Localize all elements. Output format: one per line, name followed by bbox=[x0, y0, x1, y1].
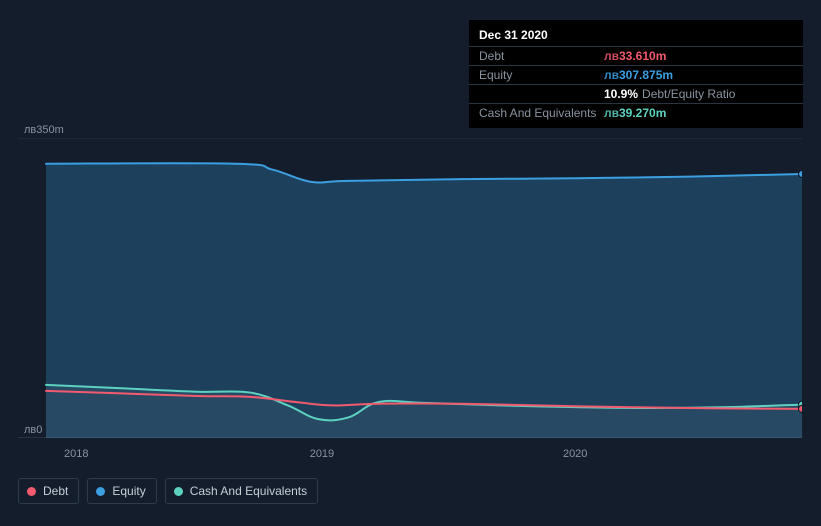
legend-item-equity[interactable]: Equity bbox=[87, 478, 156, 504]
tooltip-value-equity: лв307.875m bbox=[604, 68, 673, 82]
tooltip-label bbox=[479, 87, 604, 101]
legend: Debt Equity Cash And Equivalents bbox=[18, 478, 318, 504]
chart-svg bbox=[18, 138, 802, 438]
y-axis-label-max: лв350m bbox=[24, 124, 64, 136]
legend-dot-icon bbox=[174, 487, 183, 496]
x-axis-labels: 2018 2019 2020 bbox=[18, 448, 802, 464]
tooltip-row-ratio: 10.9%Debt/Equity Ratio bbox=[469, 85, 803, 104]
tooltip-value-ratio: 10.9%Debt/Equity Ratio bbox=[604, 87, 735, 101]
chart-area[interactable] bbox=[18, 138, 802, 438]
x-axis-label: 2018 bbox=[64, 448, 88, 460]
legend-item-cash-and-equivalents[interactable]: Cash And Equivalents bbox=[165, 478, 318, 504]
tooltip-value-cash: лв39.270m bbox=[604, 106, 666, 120]
tooltip-label: Cash And Equivalents bbox=[479, 106, 604, 120]
x-axis-label: 2020 bbox=[563, 448, 587, 460]
chart-tooltip: Dec 31 2020 Debt лв33.610m Equity лв307.… bbox=[469, 20, 803, 128]
legend-label: Equity bbox=[112, 484, 145, 498]
tooltip-date: Dec 31 2020 bbox=[469, 26, 803, 47]
tooltip-row-debt: Debt лв33.610m bbox=[469, 47, 803, 66]
tooltip-label: Debt bbox=[479, 49, 604, 63]
legend-dot-icon bbox=[96, 487, 105, 496]
legend-item-debt[interactable]: Debt bbox=[18, 478, 79, 504]
tooltip-value-debt: лв33.610m bbox=[604, 49, 666, 63]
legend-label: Cash And Equivalents bbox=[190, 484, 307, 498]
tooltip-label: Equity bbox=[479, 68, 604, 82]
x-axis-label: 2019 bbox=[310, 448, 334, 460]
tooltip-row-equity: Equity лв307.875m bbox=[469, 66, 803, 85]
legend-dot-icon bbox=[27, 487, 36, 496]
tooltip-row-cash: Cash And Equivalents лв39.270m bbox=[469, 104, 803, 122]
legend-label: Debt bbox=[43, 484, 68, 498]
